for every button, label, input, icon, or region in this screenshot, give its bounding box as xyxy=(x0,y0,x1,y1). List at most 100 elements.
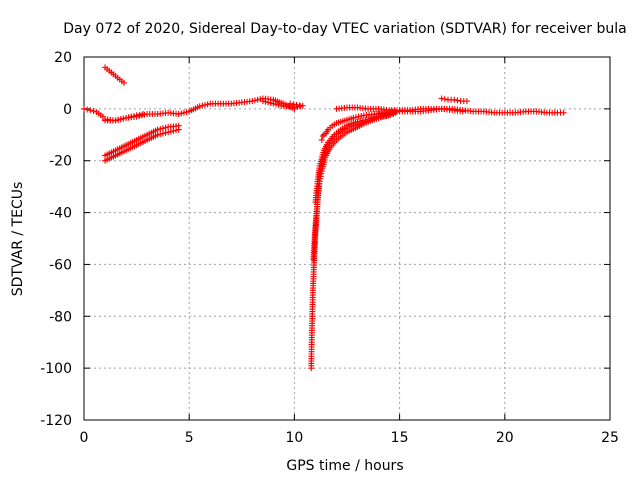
data-point xyxy=(178,110,185,117)
series-after-c xyxy=(438,95,470,105)
data-point xyxy=(441,96,448,103)
data-point xyxy=(115,116,122,123)
data-point xyxy=(438,95,445,102)
y-tick-label: -120 xyxy=(40,413,72,429)
data-point xyxy=(249,98,256,105)
data-point xyxy=(204,101,211,108)
data-point xyxy=(133,113,140,120)
data-point xyxy=(372,114,379,121)
data-point xyxy=(287,100,294,107)
x-tick-label: 5 xyxy=(185,430,194,446)
data-point xyxy=(560,109,567,116)
y-tick-label: 0 xyxy=(63,102,72,118)
data-point xyxy=(352,114,359,121)
series-dip-b xyxy=(312,109,399,206)
data-point xyxy=(319,133,326,140)
data-point xyxy=(196,103,203,110)
y-tick-label: 20 xyxy=(54,50,72,66)
series-arc-g xyxy=(102,126,182,164)
data-point xyxy=(272,101,279,108)
series-dip-c xyxy=(318,108,399,143)
data-point xyxy=(265,99,272,106)
data-point xyxy=(141,111,148,118)
x-tick-label: 0 xyxy=(80,430,89,446)
data-point xyxy=(259,98,266,105)
series-arc-f xyxy=(102,122,182,159)
data-point xyxy=(318,136,325,143)
data-point xyxy=(112,117,119,124)
data-point xyxy=(350,114,357,121)
data-point xyxy=(451,96,458,103)
x-tick-label: 25 xyxy=(601,430,619,446)
x-axis-label: GPS time / hours xyxy=(286,458,403,474)
data-point xyxy=(90,108,97,115)
data-point xyxy=(355,113,362,120)
data-point xyxy=(159,125,166,132)
data-point xyxy=(357,118,364,125)
data-point xyxy=(117,116,124,123)
series-arc-b xyxy=(102,64,127,86)
x-tick-label: 10 xyxy=(285,430,303,446)
y-tick-label: -80 xyxy=(49,309,72,325)
data-point xyxy=(251,97,258,104)
grid-lines xyxy=(84,57,610,420)
data-point xyxy=(162,129,169,136)
data-point xyxy=(199,102,206,109)
data-point xyxy=(175,111,182,118)
data-point xyxy=(136,112,143,119)
data-point xyxy=(370,114,377,121)
data-point xyxy=(299,102,306,109)
data-point xyxy=(459,108,466,115)
y-tick-label: -20 xyxy=(49,154,72,170)
data-point xyxy=(262,98,269,105)
y-tick-label: -60 xyxy=(49,257,72,273)
data-point xyxy=(183,109,190,116)
plot-frame xyxy=(83,56,611,421)
data-point xyxy=(180,109,187,116)
x-tick-label: 20 xyxy=(496,430,514,446)
data-point xyxy=(359,117,366,124)
data-point xyxy=(157,125,164,132)
data-point xyxy=(162,124,169,131)
data-point xyxy=(267,100,274,107)
y-axis: 20 0 -20 -40 -60 -80 -100 -120 xyxy=(40,50,610,429)
data-point xyxy=(362,116,369,123)
data-point xyxy=(367,115,374,122)
y-tick-label: -40 xyxy=(49,206,72,222)
data-point xyxy=(254,96,261,103)
data-point xyxy=(170,127,177,134)
data-point xyxy=(463,98,470,105)
data-point xyxy=(270,100,277,107)
data-point xyxy=(120,79,127,86)
data-point xyxy=(87,107,94,114)
data-point xyxy=(290,101,297,108)
data-point xyxy=(81,105,87,112)
data-point xyxy=(154,131,161,138)
data-point xyxy=(120,115,127,122)
x-tick-label: 15 xyxy=(391,430,409,446)
data-point xyxy=(167,128,174,135)
data-point xyxy=(138,112,145,119)
data-point xyxy=(165,129,172,136)
y-tick-label: -100 xyxy=(40,361,72,377)
data-point xyxy=(175,126,182,133)
data-point xyxy=(159,130,166,137)
series-arc-h xyxy=(287,100,306,109)
data-point xyxy=(173,127,180,134)
data-point xyxy=(157,131,164,138)
data-point xyxy=(358,112,365,119)
data-point xyxy=(454,97,461,104)
series-after-b xyxy=(375,105,466,118)
chart-title: Day 072 of 2020, Sidereal Day-to-day VTE… xyxy=(63,21,626,37)
data-point xyxy=(278,102,285,109)
data-point xyxy=(354,118,361,125)
data-point xyxy=(84,106,91,113)
data-point xyxy=(365,116,372,123)
data-point xyxy=(201,101,208,108)
data-points xyxy=(81,64,567,372)
series-arc-a xyxy=(81,105,106,120)
y-axis-label: SDTVAR / TECUs xyxy=(10,182,26,297)
x-axis: 0 5 10 15 20 25 xyxy=(80,57,619,446)
data-point xyxy=(275,101,282,108)
